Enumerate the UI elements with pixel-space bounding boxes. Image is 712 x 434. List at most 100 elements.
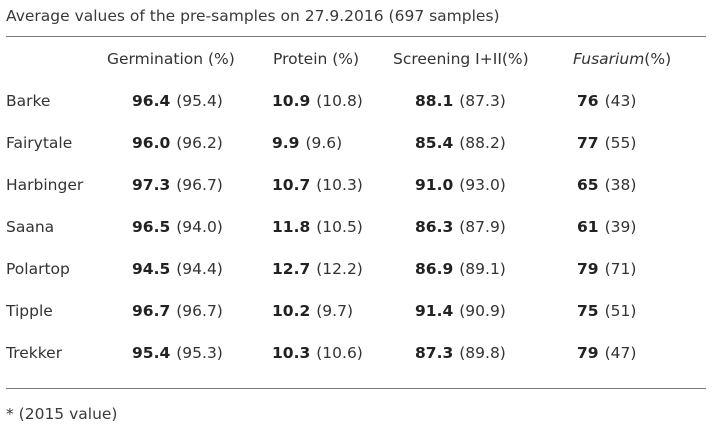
cell-value: 86.3 bbox=[415, 218, 454, 236]
table-title: Average values of the pre-samples on 27.… bbox=[6, 7, 500, 25]
bottom-rule bbox=[6, 388, 706, 389]
row-label: Harbinger bbox=[6, 176, 84, 194]
cell-previous-value: (55) bbox=[604, 134, 637, 152]
table-cell-germ: 96.5 (94.0) bbox=[132, 218, 223, 236]
row-label: Tipple bbox=[6, 302, 53, 320]
cell-value: 96.5 bbox=[132, 218, 171, 236]
cell-value: 11.8 bbox=[272, 218, 311, 236]
cell-value: 79 bbox=[577, 260, 599, 278]
cell-previous-value: (87.3) bbox=[459, 92, 506, 110]
table-cell-scr: 86.3 (87.9) bbox=[415, 218, 506, 236]
cell-previous-value: (96.7) bbox=[176, 302, 223, 320]
table-cell-prot: 11.8 (10.5) bbox=[272, 218, 363, 236]
cell-value: 91.4 bbox=[415, 302, 454, 320]
cell-value: 10.7 bbox=[272, 176, 311, 194]
row-label: Fairytale bbox=[6, 134, 73, 152]
cell-value: 86.9 bbox=[415, 260, 454, 278]
cell-value: 87.3 bbox=[415, 344, 454, 362]
cell-value: 97.3 bbox=[132, 176, 171, 194]
cell-previous-value: (39) bbox=[604, 218, 637, 236]
cell-value: 10.3 bbox=[272, 344, 311, 362]
row-label: Trekker bbox=[6, 344, 63, 362]
cell-value: 96.4 bbox=[132, 92, 171, 110]
cell-value: 12.7 bbox=[272, 260, 311, 278]
cell-value: 65 bbox=[577, 176, 599, 194]
header-germination: Germination (%) bbox=[107, 50, 235, 68]
table-cell-fus: 65 (38) bbox=[577, 176, 636, 194]
table-cell-prot: 10.9 (10.8) bbox=[272, 92, 363, 110]
cell-previous-value: (87.9) bbox=[459, 218, 506, 236]
table-cell-prot: 9.9 (9.6) bbox=[272, 134, 342, 152]
table-cell-scr: 91.4 (90.9) bbox=[415, 302, 506, 320]
cell-previous-value: (93.0) bbox=[459, 176, 506, 194]
cell-value: 91.0 bbox=[415, 176, 454, 194]
cell-previous-value: (71) bbox=[604, 260, 637, 278]
cell-value: 9.9 bbox=[272, 134, 300, 152]
cell-previous-value: (43) bbox=[604, 92, 637, 110]
cell-previous-value: (10.3) bbox=[316, 176, 363, 194]
cell-previous-value: (38) bbox=[604, 176, 637, 194]
cell-value: 96.0 bbox=[132, 134, 171, 152]
cell-previous-value: (95.3) bbox=[176, 344, 223, 362]
row-label: Saana bbox=[6, 218, 55, 236]
cell-previous-value: (90.9) bbox=[459, 302, 506, 320]
row-label: Barke bbox=[6, 92, 51, 110]
table-cell-germ: 97.3 (96.7) bbox=[132, 176, 223, 194]
table-cell-germ: 96.7 (96.7) bbox=[132, 302, 223, 320]
cell-previous-value: (94.4) bbox=[176, 260, 223, 278]
table-cell-fus: 79 (71) bbox=[577, 260, 636, 278]
table-cell-scr: 85.4 (88.2) bbox=[415, 134, 506, 152]
cell-previous-value: (96.7) bbox=[176, 176, 223, 194]
cell-value: 79 bbox=[577, 344, 599, 362]
cell-value: 10.2 bbox=[272, 302, 311, 320]
cell-value: 77 bbox=[577, 134, 599, 152]
header-fusarium-italic: Fusarium bbox=[573, 50, 645, 68]
cell-previous-value: (12.2) bbox=[316, 260, 363, 278]
cell-previous-value: (96.2) bbox=[176, 134, 223, 152]
cell-value: 88.1 bbox=[415, 92, 454, 110]
table-cell-germ: 96.0 (96.2) bbox=[132, 134, 223, 152]
table-cell-germ: 95.4 (95.3) bbox=[132, 344, 223, 362]
cell-previous-value: (95.4) bbox=[176, 92, 223, 110]
header-protein: Protein (%) bbox=[273, 50, 360, 68]
table-cell-fus: 76 (43) bbox=[577, 92, 636, 110]
table-cell-prot: 10.2 (9.7) bbox=[272, 302, 353, 320]
cell-value: 10.9 bbox=[272, 92, 311, 110]
table-cell-scr: 91.0 (93.0) bbox=[415, 176, 506, 194]
cell-previous-value: (9.6) bbox=[305, 134, 343, 152]
table-cell-scr: 86.9 (89.1) bbox=[415, 260, 506, 278]
cell-previous-value: (51) bbox=[604, 302, 637, 320]
cell-value: 75 bbox=[577, 302, 599, 320]
cell-value: 85.4 bbox=[415, 134, 454, 152]
table-cell-scr: 87.3 (89.8) bbox=[415, 344, 506, 362]
table-cell-germ: 96.4 (95.4) bbox=[132, 92, 223, 110]
cell-previous-value: (89.1) bbox=[459, 260, 506, 278]
cell-value: 96.7 bbox=[132, 302, 171, 320]
cell-previous-value: (94.0) bbox=[176, 218, 223, 236]
table-cell-scr: 88.1 (87.3) bbox=[415, 92, 506, 110]
header-screening: Screening I+II(%) bbox=[393, 50, 529, 68]
cell-previous-value: (9.7) bbox=[316, 302, 353, 320]
cell-previous-value: (10.6) bbox=[316, 344, 363, 362]
cell-value: 95.4 bbox=[132, 344, 171, 362]
table-cell-fus: 79 (47) bbox=[577, 344, 636, 362]
table-cell-prot: 12.7 (12.2) bbox=[272, 260, 363, 278]
cell-previous-value: (88.2) bbox=[459, 134, 506, 152]
cell-previous-value: (10.5) bbox=[316, 218, 363, 236]
header-fusarium: Fusarium(%) bbox=[573, 50, 671, 68]
table-cell-fus: 75 (51) bbox=[577, 302, 636, 320]
table-cell-germ: 94.5 (94.4) bbox=[132, 260, 223, 278]
top-rule bbox=[6, 36, 706, 37]
cell-previous-value: (47) bbox=[604, 344, 637, 362]
cell-value: 61 bbox=[577, 218, 599, 236]
row-label: Polartop bbox=[6, 260, 70, 278]
cell-value: 94.5 bbox=[132, 260, 171, 278]
header-fusarium-suffix: (%) bbox=[644, 50, 672, 68]
table-cell-prot: 10.3 (10.6) bbox=[272, 344, 363, 362]
table-cell-prot: 10.7 (10.3) bbox=[272, 176, 363, 194]
footnote: * (2015 value) bbox=[6, 405, 118, 423]
table-cell-fus: 61 (39) bbox=[577, 218, 636, 236]
cell-value: 76 bbox=[577, 92, 599, 110]
cell-previous-value: (89.8) bbox=[459, 344, 506, 362]
cell-previous-value: (10.8) bbox=[316, 92, 363, 110]
